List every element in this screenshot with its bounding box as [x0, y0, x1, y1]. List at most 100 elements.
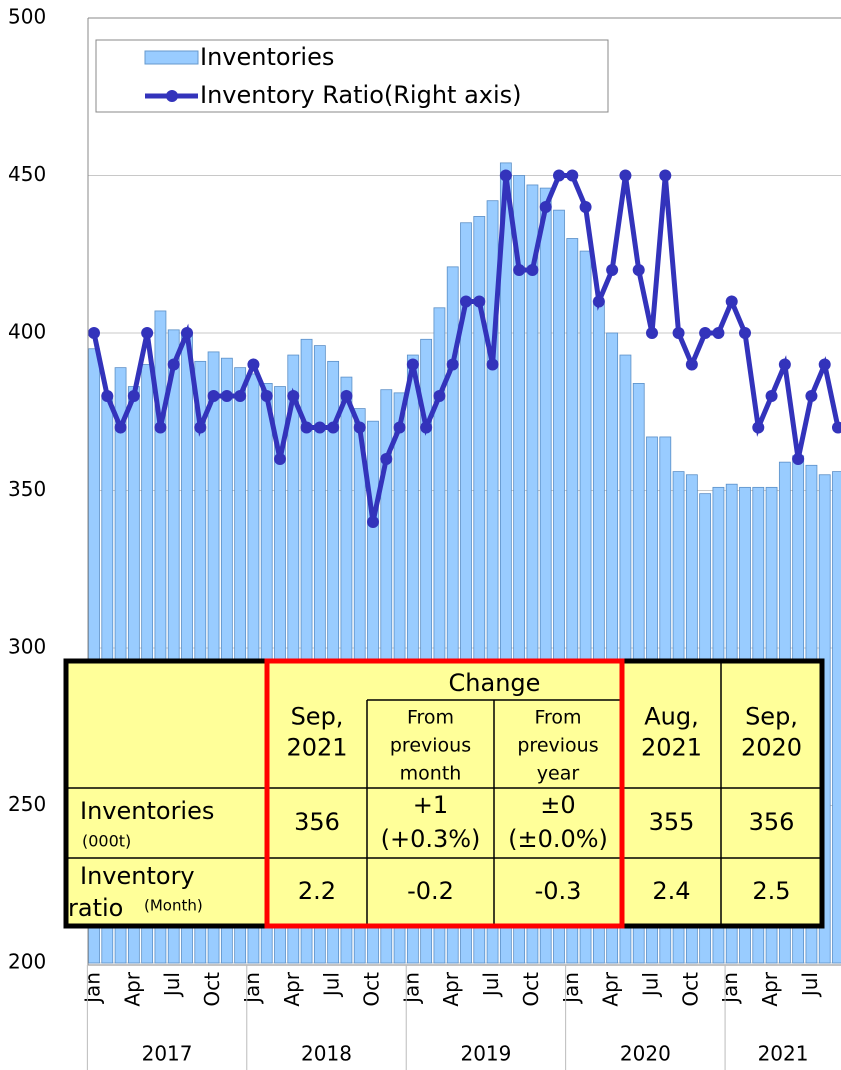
table-header: 2020 — [741, 734, 802, 762]
summary-table: Change Sep, 2021 From previous month From previ… — [63, 658, 825, 929]
ratio-marker — [220, 390, 233, 402]
x-tick-label: Apr — [280, 971, 304, 1006]
ratio-marker — [659, 169, 672, 182]
ratio-marker — [778, 358, 791, 371]
ratio-marker — [167, 358, 180, 371]
row-label: Inventories — [80, 797, 214, 825]
table-cell: 2.4 — [652, 877, 690, 905]
ratio-marker — [234, 390, 247, 402]
x-tick-label: Apr — [758, 971, 782, 1006]
row-label: Inventory — [80, 862, 195, 890]
ratio-marker — [805, 390, 818, 402]
ratio-marker — [114, 421, 127, 434]
ratio-marker — [685, 358, 698, 371]
x-tick-label: Oct — [678, 972, 702, 1007]
ratio-marker — [141, 327, 154, 339]
ratio-marker — [699, 327, 712, 339]
ratio-marker — [433, 390, 446, 402]
table-cell: +1 — [413, 791, 448, 819]
table-header: previous — [517, 735, 598, 757]
x-tick-label: Oct — [519, 972, 543, 1007]
year-label: 2021 — [758, 1042, 809, 1066]
lines — [88, 169, 841, 528]
row-unit: (000t) — [82, 832, 131, 851]
ratio-marker — [260, 390, 273, 402]
ratio-marker — [646, 327, 658, 339]
y-tick-label: 450 — [8, 162, 46, 186]
table-header: previous — [390, 735, 471, 757]
table-header: Sep, — [291, 703, 344, 731]
ratio-marker — [592, 295, 605, 308]
year-label: 2017 — [142, 1042, 193, 1066]
bar — [420, 338, 433, 964]
table-cell: ±0 — [540, 791, 575, 819]
y-tick-label: 500 — [8, 5, 46, 29]
row-unit: (Month) — [144, 897, 203, 915]
ratio-marker — [566, 169, 579, 182]
legend: Inventories Inventory Ratio(Right axis) — [95, 39, 609, 113]
highlight-box — [264, 658, 625, 929]
ratio-marker — [765, 390, 778, 402]
table-bg — [63, 658, 825, 929]
bar — [499, 162, 512, 964]
ratio-marker — [420, 421, 433, 434]
ratio-marker — [619, 169, 632, 182]
bar — [486, 200, 499, 964]
bar — [167, 329, 180, 964]
ratio-marker — [127, 390, 140, 402]
bar — [539, 187, 552, 964]
ratio-marker — [486, 358, 499, 371]
table-cell: 355 — [649, 808, 695, 836]
y-tick-label: 350 — [8, 477, 46, 501]
y-tick-label: 250 — [8, 792, 46, 816]
x-tick-label: Apr — [599, 971, 623, 1006]
bar — [300, 338, 313, 964]
table-header: From — [534, 707, 581, 729]
table-cell: -0.3 — [535, 877, 582, 905]
ratio-marker — [539, 201, 552, 213]
legend-label: Inventory Ratio(Right axis) — [200, 81, 522, 109]
table-cell: 356 — [749, 808, 795, 836]
bar — [579, 250, 592, 964]
ratio-marker — [207, 390, 220, 402]
ratio-marker — [300, 421, 313, 434]
ratio-marker — [832, 421, 841, 434]
ratio-marker — [101, 390, 114, 402]
x-tick-label: Apr — [120, 971, 144, 1006]
table-header: Change — [449, 669, 541, 697]
ratio-marker — [353, 421, 366, 434]
legend-marker — [166, 90, 178, 102]
ratio-marker — [194, 421, 207, 434]
ratio-marker — [752, 421, 765, 434]
bar — [566, 238, 579, 964]
y-tick-label: 400 — [8, 320, 46, 344]
table-cell: 2.5 — [752, 877, 790, 905]
bar — [446, 266, 459, 964]
bar — [433, 307, 446, 964]
table-header: 2021 — [286, 734, 347, 762]
x-tick-label: Jul — [479, 972, 503, 998]
bar — [313, 345, 326, 964]
x-tick-label: Jan — [399, 972, 423, 1005]
ratio-marker — [712, 327, 725, 339]
bar — [832, 471, 841, 964]
x-tick-label: Oct — [360, 972, 384, 1007]
bar — [526, 184, 539, 964]
ratio-marker — [327, 421, 340, 434]
x-tick-label: Jan — [559, 972, 583, 1005]
y-tick-label: 200 — [8, 950, 46, 974]
ratio-marker — [287, 390, 300, 402]
table-header: month — [400, 763, 462, 785]
ratio-marker — [446, 358, 459, 371]
year-label: 2020 — [620, 1042, 671, 1066]
year-label: 2019 — [460, 1042, 511, 1066]
x-tick-label: Jan — [718, 972, 742, 1005]
year-label: 2018 — [301, 1042, 352, 1066]
x-tick-label: Jan — [81, 972, 105, 1005]
ratio-marker — [553, 169, 565, 182]
table-cell: 2.2 — [298, 877, 336, 905]
table-header: From — [407, 707, 454, 729]
bar — [513, 175, 526, 964]
ratio-marker — [393, 421, 406, 434]
